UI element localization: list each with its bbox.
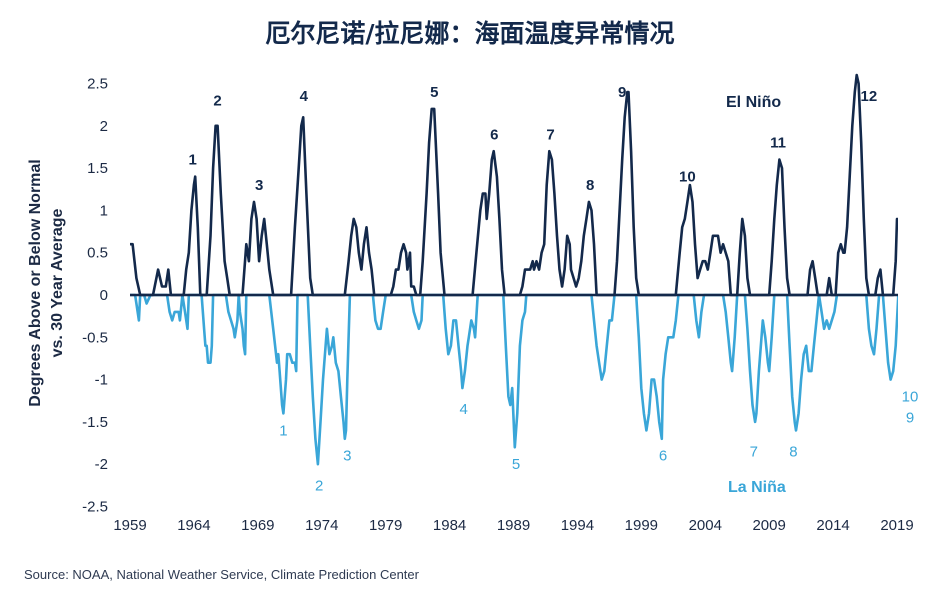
legend-label: La Niña	[728, 479, 786, 496]
x-tick-label: 1974	[305, 517, 338, 534]
y-tick-label: 0.5	[87, 245, 108, 262]
x-tick-label: 2004	[689, 517, 722, 534]
event-annotation-label: 10	[902, 389, 919, 406]
source-note: Source: NOAA, National Weather Service, …	[24, 567, 419, 582]
event-annotation-label: 3	[255, 177, 263, 194]
event-annotation-label: 5	[430, 84, 438, 101]
x-tick-label: 1994	[561, 517, 594, 534]
event-annotation-label: 3	[343, 448, 351, 465]
x-tick-label: 2014	[816, 517, 849, 534]
series-lines	[130, 73, 898, 466]
event-annotation-label: 7	[546, 126, 554, 143]
y-axis-label-line-1: Degrees Above or Below Normal	[27, 159, 44, 406]
event-annotation-label: 4	[300, 88, 309, 105]
y-axis-label-line-2: vs. 30 Year Average	[49, 208, 66, 357]
x-tick-label: 1984	[433, 517, 466, 534]
event-annotation-label: 9	[906, 410, 914, 427]
event-annotation-label: 6	[490, 126, 498, 143]
y-tick-label: 1	[100, 202, 108, 219]
y-tick-label: -2.5	[82, 499, 108, 516]
event-annotation-label: 8	[789, 444, 797, 461]
x-tick-label: 1969	[241, 517, 274, 534]
x-tick-label: 1964	[177, 517, 210, 534]
x-tick-label: 1989	[497, 517, 530, 534]
event-annotation-label: 4	[459, 401, 467, 418]
x-tick-labels: 1959 1964 1969 1974 1979 1984 1989 1994 1999 2004…	[113, 517, 913, 534]
event-annotation-label: 6	[659, 448, 667, 465]
x-tick-label: 2009	[752, 517, 785, 534]
legend: El Niño La Niña	[726, 94, 786, 496]
event-annotation-label: 8	[586, 177, 594, 194]
event-annotation-label: 10	[679, 169, 696, 186]
y-tick-label: 0	[100, 287, 108, 304]
y-tick-label: -0.5	[82, 329, 108, 346]
event-annotation-label: 12	[861, 88, 878, 105]
event-annotation-label: 2	[315, 477, 323, 494]
legend-label: El Niño	[726, 94, 781, 111]
y-tick-label: -1.5	[82, 414, 108, 431]
event-annotation-label: 2	[213, 92, 221, 109]
x-tick-label: 2019	[880, 517, 913, 534]
event-annotation-label: 1	[279, 422, 287, 439]
y-tick-labels: 2.5 2 1.5 1 0.5 0 -0.5 -1 -1.5 -2 -2.5	[82, 76, 108, 516]
event-annotation-label: 9	[618, 84, 626, 101]
x-tick-label: 1959	[113, 517, 146, 534]
y-tick-label: 2	[100, 118, 108, 135]
event-annotation-label: 5	[512, 456, 520, 473]
y-tick-label: -1	[95, 372, 108, 389]
event-annotation-label: 11	[770, 135, 786, 152]
series-line	[130, 293, 898, 466]
x-tick-label: 1979	[369, 517, 402, 534]
y-tick-label: 1.5	[87, 160, 108, 177]
event-annotation-label: 1	[188, 152, 196, 169]
y-tick-label: 2.5	[87, 76, 108, 93]
x-tick-label: 1999	[625, 517, 658, 534]
chart-title: 厄尔尼诺/拉尼娜：海面温度异常情况	[265, 19, 675, 48]
series-line	[130, 73, 898, 297]
y-tick-label: -2	[95, 456, 108, 473]
event-annotation-label: 7	[750, 444, 758, 461]
